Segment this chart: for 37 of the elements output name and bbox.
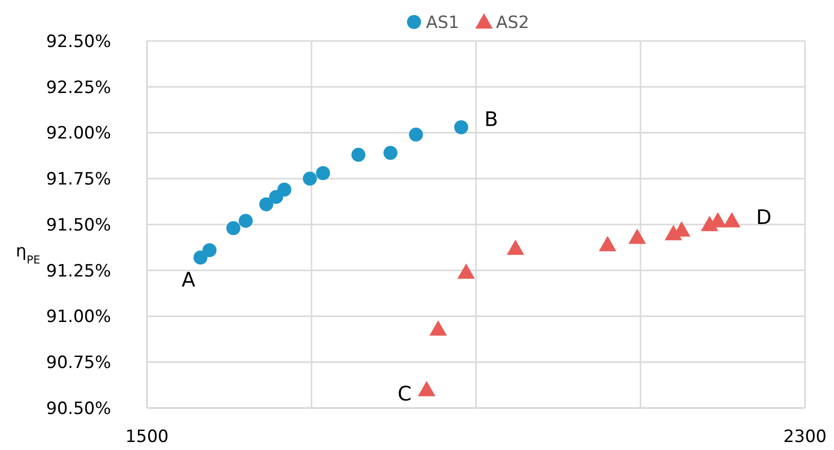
point	[193, 250, 208, 265]
point	[628, 228, 646, 244]
point	[598, 236, 616, 252]
y-tick-label: 91.75%	[46, 170, 111, 190]
point	[351, 148, 366, 162]
point	[454, 120, 468, 134]
point	[202, 243, 217, 258]
point	[277, 182, 292, 197]
y-tick-label: 91.50%	[46, 215, 111, 236]
y-axis-title: η$_{PE}$	[16, 242, 40, 266]
y-tick-label: 91.25%	[46, 261, 111, 282]
point	[316, 166, 330, 180]
annotation: D	[756, 204, 772, 229]
point	[457, 263, 475, 279]
annotation: C	[398, 382, 412, 406]
point	[383, 146, 398, 160]
point	[418, 380, 436, 396]
y-tick-label: 92.25%	[46, 78, 111, 98]
annotation: B	[484, 107, 498, 132]
point	[429, 320, 447, 336]
point	[226, 221, 240, 236]
y-tick-label: 90.75%	[46, 353, 111, 374]
point	[259, 197, 274, 212]
point	[723, 212, 741, 228]
point	[302, 172, 317, 186]
point	[238, 214, 253, 228]
x-tick-label: 2300	[783, 427, 827, 447]
annotation: A	[182, 268, 196, 292]
legend-label: AS2	[496, 12, 530, 33]
x-tick-label: 1500	[125, 427, 169, 447]
y-tick-label: 91.00%	[46, 307, 111, 328]
y-tick-label: 92.50%	[46, 32, 111, 52]
legend-label: AS1	[426, 12, 460, 33]
y-tick-label: 90.50%	[46, 398, 111, 419]
point	[408, 128, 423, 142]
point	[506, 240, 524, 255]
y-tick-label: 92.00%	[46, 124, 111, 144]
